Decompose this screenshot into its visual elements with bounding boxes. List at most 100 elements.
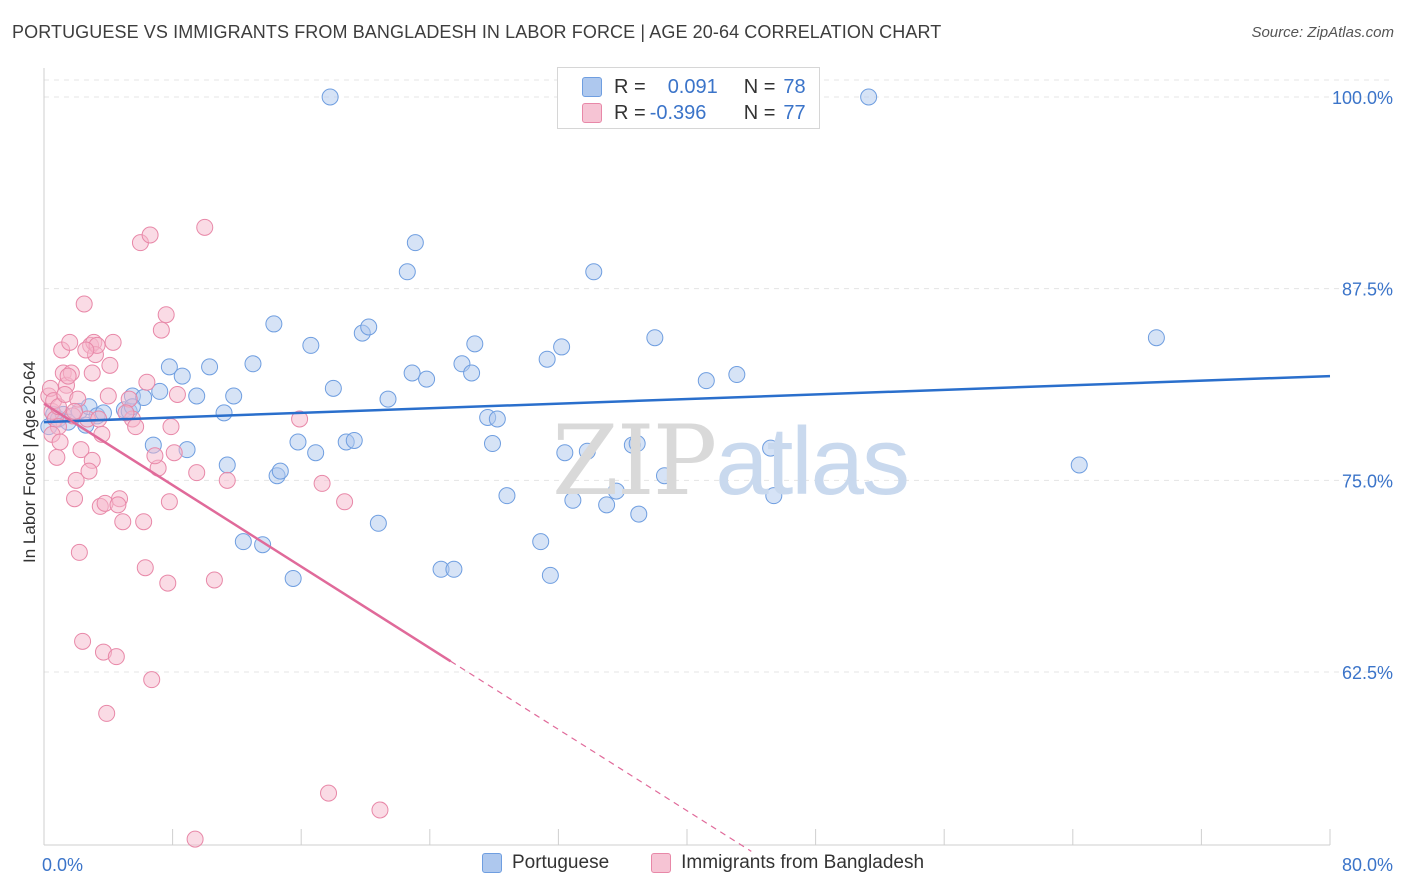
bangladesh-point (67, 471, 85, 489)
portuguese-point (398, 263, 416, 281)
n-label: N = (743, 101, 776, 124)
r-label: R = (614, 101, 646, 124)
portuguese-point (728, 366, 746, 384)
portuguese-point (697, 372, 715, 390)
legend-label: Immigrants from Bangladesh (681, 852, 925, 873)
portuguese-point (483, 435, 501, 453)
portuguese-point (324, 379, 342, 397)
axes (43, 68, 1331, 846)
n-value: 77 (783, 101, 806, 124)
pink-swatch (651, 853, 672, 873)
bangladesh-point (98, 704, 116, 722)
y-tick-label: 87.5% (1342, 280, 1393, 300)
bangladesh-point (99, 387, 117, 405)
bangladesh-point (117, 404, 135, 422)
bangladesh-point (336, 493, 354, 511)
portuguese-trend-line (43, 374, 1331, 424)
portuguese-point (225, 387, 243, 405)
bangladesh-point (313, 474, 331, 492)
bangladesh-point (48, 448, 66, 466)
portuguese-point (585, 263, 603, 281)
portuguese-point (418, 370, 436, 388)
bangladesh-point (291, 410, 309, 428)
bangladesh-point (196, 218, 214, 236)
bangladesh-point (205, 571, 223, 589)
bangladesh-point (75, 295, 93, 313)
portuguese-point (466, 335, 484, 353)
n-value: 78 (783, 75, 806, 98)
portuguese-point (578, 442, 596, 460)
bangladesh-point (59, 367, 77, 385)
bangladesh-point (101, 356, 119, 374)
portuguese-point (646, 329, 664, 347)
portuguese-point (762, 439, 780, 457)
portuguese-point (765, 487, 783, 505)
x-tick-label-max: 80.0% (1342, 855, 1393, 875)
bangladesh-point (136, 559, 154, 577)
portuguese-point (271, 462, 289, 480)
portuguese-point (173, 367, 191, 385)
portuguese-point (244, 355, 262, 373)
portuguese-point (607, 482, 625, 500)
grid-lines (44, 79, 1392, 673)
portuguese-point (201, 358, 219, 376)
y-tick-label: 62.5% (1342, 663, 1393, 683)
portuguese-point (218, 456, 236, 474)
source-label: Source: ZipAtlas.com (1251, 24, 1394, 41)
bangladesh-point (77, 341, 95, 359)
portuguese-point (488, 410, 506, 428)
bangladesh-point (135, 513, 153, 531)
n-label: N = (743, 75, 776, 98)
bangladesh-point (61, 333, 79, 351)
y-tick-label: 75.0% (1342, 471, 1393, 491)
portuguese-point (215, 404, 233, 422)
bangladesh-point (120, 390, 138, 408)
portuguese-point (369, 514, 387, 532)
legend-item-bangladesh: Immigrants from Bangladesh (651, 852, 924, 874)
portuguese-point (628, 435, 646, 453)
portuguese-point (630, 505, 648, 523)
correlation-legend: R = 0.091 N = 78 R = -0.396 N = 77 (557, 67, 820, 129)
bangladesh-point (66, 490, 84, 508)
portuguese-point (360, 318, 378, 336)
portuguese-point (860, 88, 878, 106)
portuguese-point (541, 566, 559, 584)
portuguese-point (265, 315, 283, 333)
portuguese-point (445, 560, 463, 578)
bangladesh-point (141, 226, 159, 244)
bangladesh-point (188, 464, 206, 482)
portuguese-point (188, 387, 206, 405)
r-value: 0.091 (667, 75, 718, 98)
bangladesh-points (40, 218, 389, 848)
r-value: -0.396 (649, 101, 707, 124)
portuguese-point (553, 338, 571, 356)
chart-title: PORTUGUESE VS IMMIGRANTS FROM BANGLADESH… (12, 22, 942, 42)
bangladesh-point (114, 513, 132, 531)
portuguese-point (406, 234, 424, 252)
legend-row-bangladesh: R = -0.396 N = 77 (582, 101, 806, 125)
bangladesh-point (107, 648, 125, 666)
bangladesh-point (159, 574, 177, 592)
bangladesh-point (66, 402, 84, 420)
bangladesh-point (146, 447, 164, 465)
portuguese-point (302, 336, 320, 354)
blue-swatch (481, 853, 502, 873)
bangladesh-point (168, 385, 186, 403)
r-label: R = (614, 75, 646, 98)
legend-label: Portuguese (511, 852, 610, 873)
portuguese-point (538, 350, 556, 368)
portuguese-point (403, 364, 421, 382)
tick-labels: 62.5% 75.0% 87.5% 100.0% 0.0% 80.0% In Labor F… (20, 88, 1393, 875)
y-tick-label: 100.0% (1332, 88, 1393, 108)
y-axis-label: In Labor Force | Age 20-64 (20, 361, 39, 563)
portuguese-point (307, 444, 325, 462)
portuguese-point (379, 390, 397, 408)
x-tick-label-min: 0.0% (42, 855, 83, 875)
bangladesh-point (72, 441, 90, 459)
bangladesh-point (160, 493, 178, 511)
bangladesh-point (138, 373, 156, 391)
legend-row-portuguese: R = 0.091 N = 78 (582, 75, 806, 99)
bangladesh-point (80, 462, 98, 480)
watermark-atlas: atlas (715, 408, 910, 515)
